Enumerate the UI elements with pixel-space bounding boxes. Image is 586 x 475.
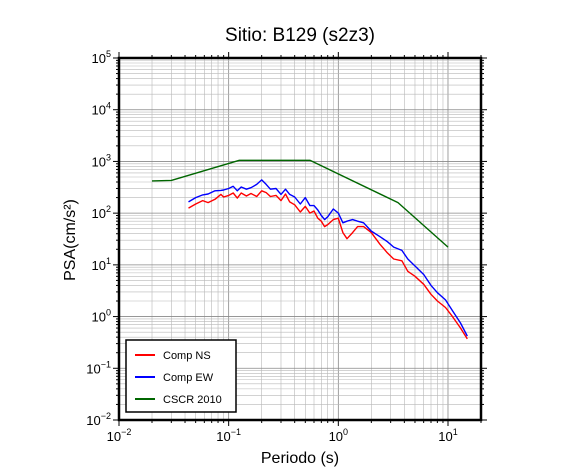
plot-frame: [117, 56, 483, 422]
x-tick-label: 10−2: [107, 427, 132, 444]
y-tick-label: 103: [92, 152, 111, 169]
legend-label: CSCR 2010: [163, 394, 222, 406]
x-tick-label: 101: [438, 427, 457, 444]
series-layer: [151, 159, 468, 340]
series-line-cscr-2010: [151, 159, 449, 248]
y-tick-label: 102: [92, 204, 111, 221]
series-line-comp-ew: [188, 179, 468, 337]
axes: [113, 52, 487, 426]
grid: [118, 57, 482, 421]
tick-labels: 10−2 10−1 100 101 10−2 10−1 100 101 102 103 104 105: [86, 49, 457, 444]
y-axis-label: PSA(cm/s²): [62, 199, 79, 281]
y-tick-label: 105: [92, 49, 111, 66]
x-tick-label: 100: [329, 427, 348, 444]
y-tick-label: 10−2: [86, 411, 111, 428]
y-tick-label: 101: [92, 256, 111, 273]
legend-label: Comp NS: [163, 350, 211, 362]
x-tick-label: 10−1: [216, 427, 241, 444]
y-tick-label: 100: [92, 308, 111, 325]
legend-label: Comp EW: [163, 372, 214, 384]
chart-title: Sitio: B129 (s2z3): [225, 25, 375, 46]
y-tick-label: 104: [92, 101, 111, 118]
x-axis-label: Periodo (s): [261, 450, 339, 467]
legend: Comp NS Comp EW CSCR 2010: [125, 339, 237, 413]
y-tick-label: 10−1: [86, 359, 111, 376]
series-line-comp-ns: [188, 190, 468, 340]
